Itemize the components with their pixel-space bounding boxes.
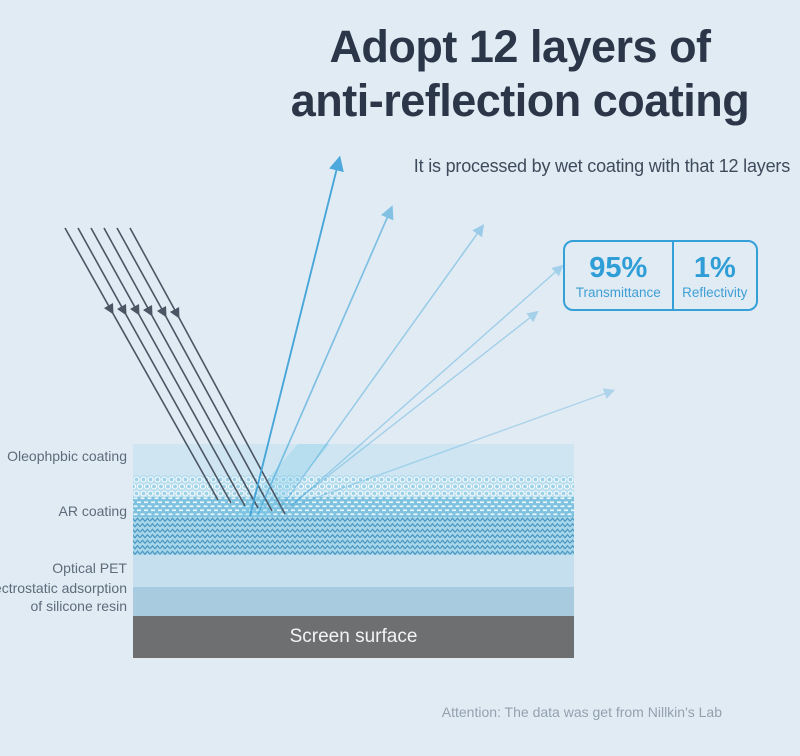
reflected-rays (249, 155, 616, 517)
ar-coating-circles-layer (133, 475, 574, 497)
stat-transmittance-label: Transmittance (575, 284, 661, 300)
label-electrostatic-line2: of silicone resin (30, 598, 128, 614)
label-screen-surface: Screen surface (289, 626, 418, 647)
stat-transmittance: 95% Transmittance (565, 242, 674, 309)
label-optical-pet: Optical PET (52, 560, 127, 576)
reflected-ray-arrow-icon (289, 264, 564, 508)
incoming-ray-arrow-icon (77, 227, 232, 504)
screen-surface-bar (133, 616, 574, 658)
optical-pet-layer (133, 555, 574, 587)
label-oleophobic-coating: Oleophpbic coating (7, 448, 127, 464)
stat-reflectivity-value: 1% (693, 251, 736, 284)
oleophobic-layer (133, 444, 574, 475)
ar-coating-chevron-layer (133, 517, 574, 555)
incoming-ray-arrow-icon (90, 227, 246, 507)
page-title-line1: Adopt 12 layers of (329, 21, 711, 72)
page-title-line2: anti-reflection coating (290, 75, 750, 126)
reflected-ray-arrow-icon (279, 224, 485, 510)
incoming-rays (64, 227, 286, 515)
incoming-ray-arrow-icon (129, 227, 286, 515)
reflected-ray-arrow-icon (257, 205, 394, 515)
stat-transmittance-value: 95% (589, 251, 648, 284)
subtitle: It is processed by wet coating with that… (413, 156, 790, 176)
incoming-ray-arrow-icon (116, 227, 273, 512)
reflected-ray-arrow-icon (249, 155, 344, 517)
reflected-ray-arrow-icon (286, 310, 539, 509)
page-title: Adopt 12 layers of anti-reflection coati… (240, 20, 800, 128)
incoming-ray-arrow-icon (64, 227, 219, 501)
footer-note: Attention: The data was get from Nillkin… (441, 704, 722, 720)
impact-glow (234, 444, 330, 517)
reflected-ray-arrow-icon (292, 388, 616, 507)
label-electrostatic-adsorption: Electrostatic adsorption of silicone res… (0, 579, 127, 615)
label-ar-coating: AR coating (58, 503, 127, 519)
stat-reflectivity: 1% Reflectivity (674, 242, 756, 309)
stat-reflectivity-label: Reflectivity (682, 284, 748, 300)
stats-box: 95% Transmittance 1% Reflectivity (563, 240, 758, 311)
electrostatic-layer (133, 587, 574, 616)
incoming-ray-arrow-icon (103, 227, 259, 509)
label-electrostatic-line1: Electrostatic adsorption (0, 580, 127, 596)
ar-coating-dash-layer (133, 497, 574, 517)
